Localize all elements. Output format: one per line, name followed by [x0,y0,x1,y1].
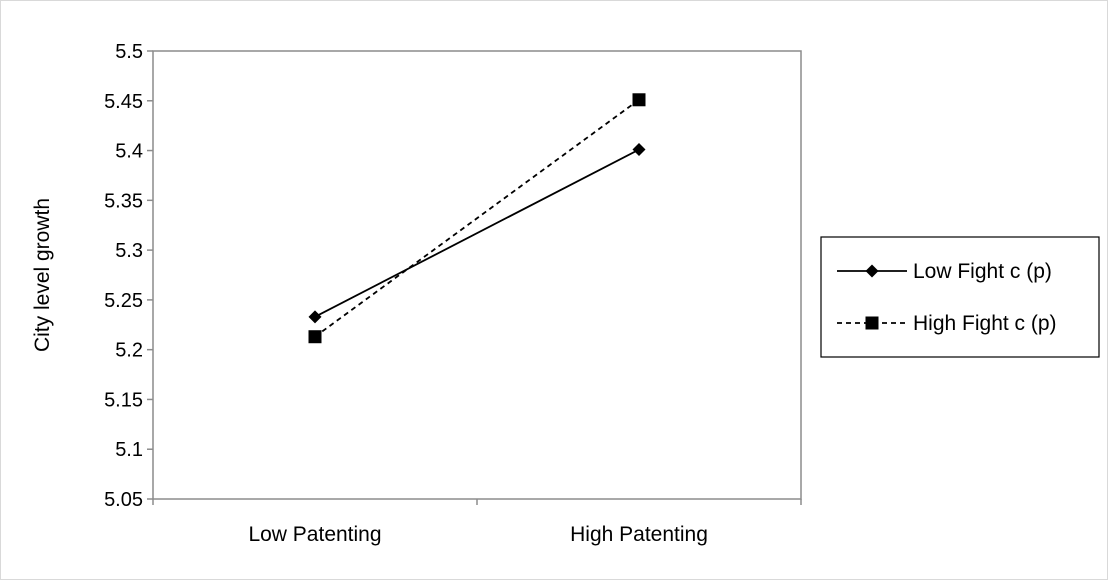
y-tick-label: 5.05 [104,489,143,511]
legend-marker [865,316,879,330]
y-tick-label: 5.4 [115,141,143,163]
legend-label: High Fight c (p) [913,312,1057,335]
y-tick-label: 5.2 [115,340,143,362]
data-point [308,310,322,324]
x-axis: Low Patenting High Patenting [152,499,802,546]
x-tick-label: Low Patenting [248,523,381,546]
legend-entry: High Fight c (p) [837,312,1057,335]
plot-area [152,50,802,500]
y-axis-title: City level growth [31,198,54,352]
legend-box [820,236,1100,358]
y-tick-label: 5.25 [104,290,143,312]
y-tick-label: 5.15 [104,389,143,411]
legend-label: Low Fight c (p) [913,260,1052,283]
y-tick-label: 5.35 [104,190,143,212]
y-tick-label: 5.1 [115,439,143,461]
data-point [632,93,646,107]
x-tick-label: High Patenting [570,523,708,546]
series-layer [308,93,646,344]
series-line [314,99,640,338]
data-point [632,143,646,157]
y-tick-label: 5.3 [115,240,143,262]
series-2 [308,93,646,344]
data-point [308,330,322,344]
legend-marker [865,264,879,278]
y-axis: 5.05 5.1 5.15 5.2 5.25 5.3 5.35 5.4 5.45 5.5 [104,41,153,511]
legend-entry: Low Fight c (p) [837,260,1052,283]
y-tick-label: 5.45 [104,91,143,113]
legend: Low Fight c (p) High Fight c (p) [820,236,1100,358]
series-line [314,148,640,318]
y-tick-label: 5.5 [115,41,143,63]
series-1 [308,143,646,324]
